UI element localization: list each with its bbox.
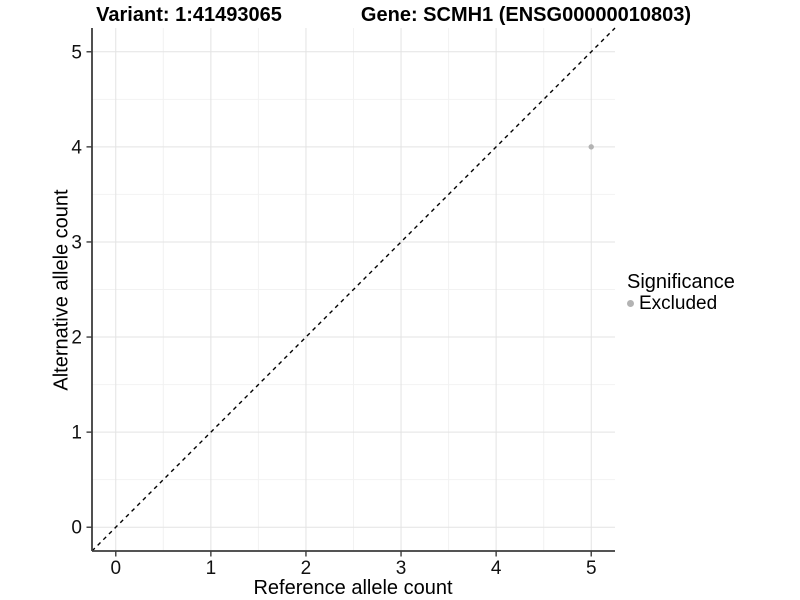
variant-title: Variant: 1:41493065 [96,4,282,26]
x-tick-label: 0 [110,558,121,579]
legend-item-excluded: Excluded [627,293,735,314]
y-tick-label: 4 [71,137,82,158]
x-tick-label: 2 [301,558,312,579]
y-tick-label: 3 [71,232,82,253]
x-axis-title: Reference allele count [253,577,453,599]
grid-major [92,28,615,551]
y-tick-label: 2 [71,328,82,349]
identity-line [91,27,616,552]
axis-ticks [86,51,592,557]
axis-lines [91,28,615,552]
legend: Significance Excluded [627,271,735,314]
gene-title: Gene: SCMH1 (ENSG00000010803) [360,4,692,26]
y-tick-label: 1 [71,423,82,444]
y-tick-label: 0 [71,518,82,539]
grid-minor [92,28,615,551]
y-axis-title: Alternative allele count [50,189,73,391]
data-point [588,144,594,150]
axis-tick-labels: 0 1 2 3 4 5 0 1 2 3 4 5 [71,42,596,579]
x-tick-label: 4 [491,558,502,579]
x-tick-label: 3 [396,558,407,579]
x-tick-label: 1 [206,558,217,579]
y-tick-label: 5 [71,42,82,63]
dot-icon [627,300,634,307]
data-points [588,144,594,150]
legend-item-label: Excluded [639,293,718,314]
legend-title: Significance [627,271,735,293]
x-tick-label: 5 [586,558,597,579]
